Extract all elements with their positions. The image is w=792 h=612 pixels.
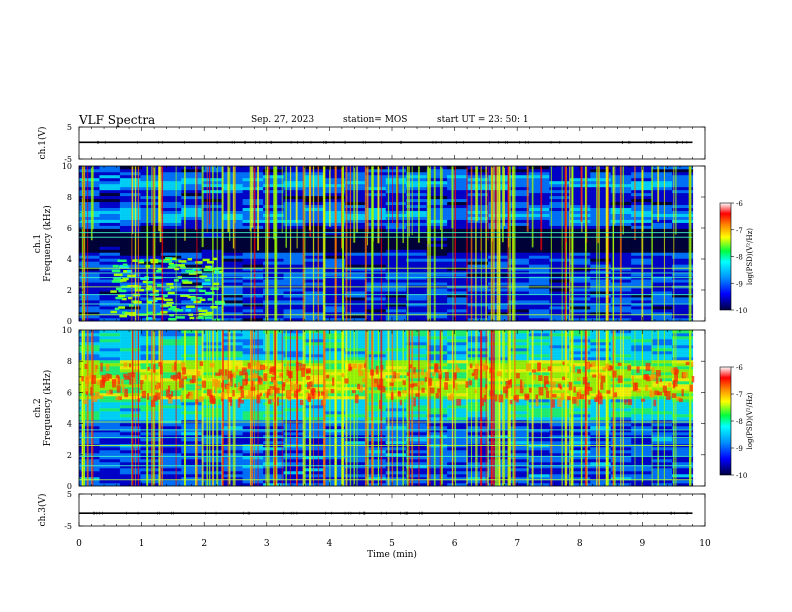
y-tick-label: 10: [62, 326, 72, 335]
y-axis-label: Frequency (kHz): [42, 370, 53, 447]
axes-panel-1: 5 -5 ch.1(V): [37, 123, 706, 164]
colorbar-tick-label: -10: [736, 472, 747, 480]
colorbar-tick-label: -6: [736, 364, 743, 372]
start-time-label: start UT = 23: 50: 1: [437, 115, 529, 125]
x-tick-label: 5: [389, 539, 395, 549]
y-tick-label: 5: [67, 123, 72, 132]
y-tick-label: -5: [64, 155, 72, 164]
spectrogram-ch1: [79, 166, 705, 322]
y-tick-label: 4: [67, 255, 72, 264]
colorbar-scale: [719, 366, 732, 476]
y-tick-label: 2: [67, 451, 72, 460]
colorbar-ch1: -6 -7 -8 -9 -10 log(PSD)(V²/Hz): [719, 200, 754, 315]
colorbar-tick-label: -9: [736, 280, 743, 288]
y-tick-label: 8: [67, 357, 72, 366]
y-tick-label: 8: [67, 193, 72, 202]
y-axis-label: ch.1(V): [37, 127, 48, 160]
y-tick-label: 5: [67, 490, 72, 499]
waveform-ch1: [79, 140, 693, 144]
x-tick-label: 6: [452, 539, 458, 549]
x-tick-label: 7: [514, 539, 520, 549]
colorbar-tick-label: -6: [736, 200, 743, 208]
colorbar-label: log(PSD)(V²/Hz): [746, 392, 754, 449]
x-tick-label: 0: [76, 539, 82, 549]
date-label: Sep. 27, 2023: [251, 115, 315, 125]
colorbar-tick-label: -9: [736, 445, 743, 453]
x-tick-label: 10: [699, 539, 711, 549]
x-tick-label: 4: [327, 539, 333, 549]
x-tick-label: 8: [577, 539, 583, 549]
colorbar-scale: [719, 202, 732, 311]
x-tick-label: 9: [640, 539, 646, 549]
colorbar-ch2: -6 -7 -8 -9 -10 log(PSD)(V²/Hz): [719, 364, 754, 480]
x-tick-label: 1: [139, 539, 145, 549]
y-tick-label: 2: [67, 286, 72, 295]
axes-panel-4: 5 -5 ch.3(V) 0 1 2 3 4 5 6 7 8 9 10 Time (min): [37, 490, 711, 560]
waveform-ch3: [79, 511, 693, 515]
y-axis-label: Frequency (kHz): [42, 205, 53, 282]
y-axis-label: ch.1: [33, 234, 43, 253]
axes-panel-3: 0 2 4 6 8 10 ch.2 Frequency (kHz): [33, 326, 706, 491]
spectrogram-ch2: [79, 330, 705, 487]
y-tick-label: 4: [67, 420, 72, 429]
x-tick-label: 2: [201, 539, 207, 549]
y-tick-label: -5: [64, 522, 72, 531]
y-tick-label: 6: [67, 224, 72, 233]
axes-panel-2: 0 2 4 6 8 10 ch.1 Frequency (kHz): [33, 162, 706, 326]
colorbar-tick-label: -7: [736, 391, 743, 399]
y-tick-label: 0: [67, 317, 72, 326]
x-tick-label: 3: [264, 539, 270, 549]
chart-title: VLF Spectra: [79, 113, 156, 127]
x-axis-label: Time (min): [367, 549, 417, 560]
colorbar-tick-label: -8: [736, 418, 743, 426]
colorbar-tick-label: -8: [736, 254, 743, 262]
y-axis-label: ch.2: [33, 398, 43, 417]
y-tick-label: 10: [62, 162, 72, 171]
colorbar-label: log(PSD)(V²/Hz): [746, 228, 754, 285]
station-label: station= MOS: [343, 115, 408, 125]
colorbar-tick-label: -10: [736, 307, 747, 315]
colorbar-tick-label: -7: [736, 227, 743, 235]
y-axis-label: ch.3(V): [37, 494, 48, 527]
y-tick-label: 0: [67, 482, 72, 491]
y-tick-label: 6: [67, 388, 72, 397]
